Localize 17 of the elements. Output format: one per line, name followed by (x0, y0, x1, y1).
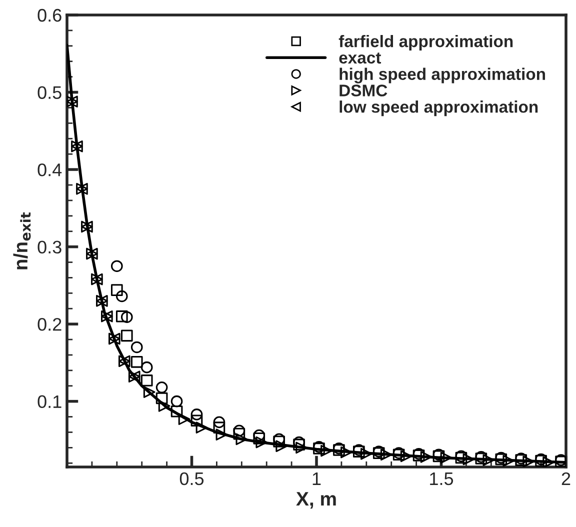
y-tick-label: 0.5 (38, 86, 62, 99)
y-tick-label: 0.3 (38, 240, 62, 254)
x-tick-label: 0.5 (180, 472, 204, 486)
y-tick-label: 0.6 (38, 8, 62, 22)
legend-label: high speed approximation (340, 68, 545, 84)
y-tick-label: 0.4 (38, 163, 62, 176)
x-tick-label: 2 (562, 472, 570, 485)
x-tick-label: 1 (312, 472, 321, 485)
y-tick-label: 0.2 (38, 318, 62, 331)
x-axis-title: X, m (296, 492, 336, 509)
y-tick-label: 0.1 (38, 395, 62, 408)
legend-label: low speed approximation (340, 100, 538, 116)
legend-label: farfield approximation (338, 35, 513, 51)
x-tick-label: 1.5 (430, 472, 454, 486)
legend-label: exact (339, 52, 382, 64)
y-axis-title: n/n$_{exit}$ (13, 212, 31, 270)
legend-label: DSMC (340, 84, 388, 96)
